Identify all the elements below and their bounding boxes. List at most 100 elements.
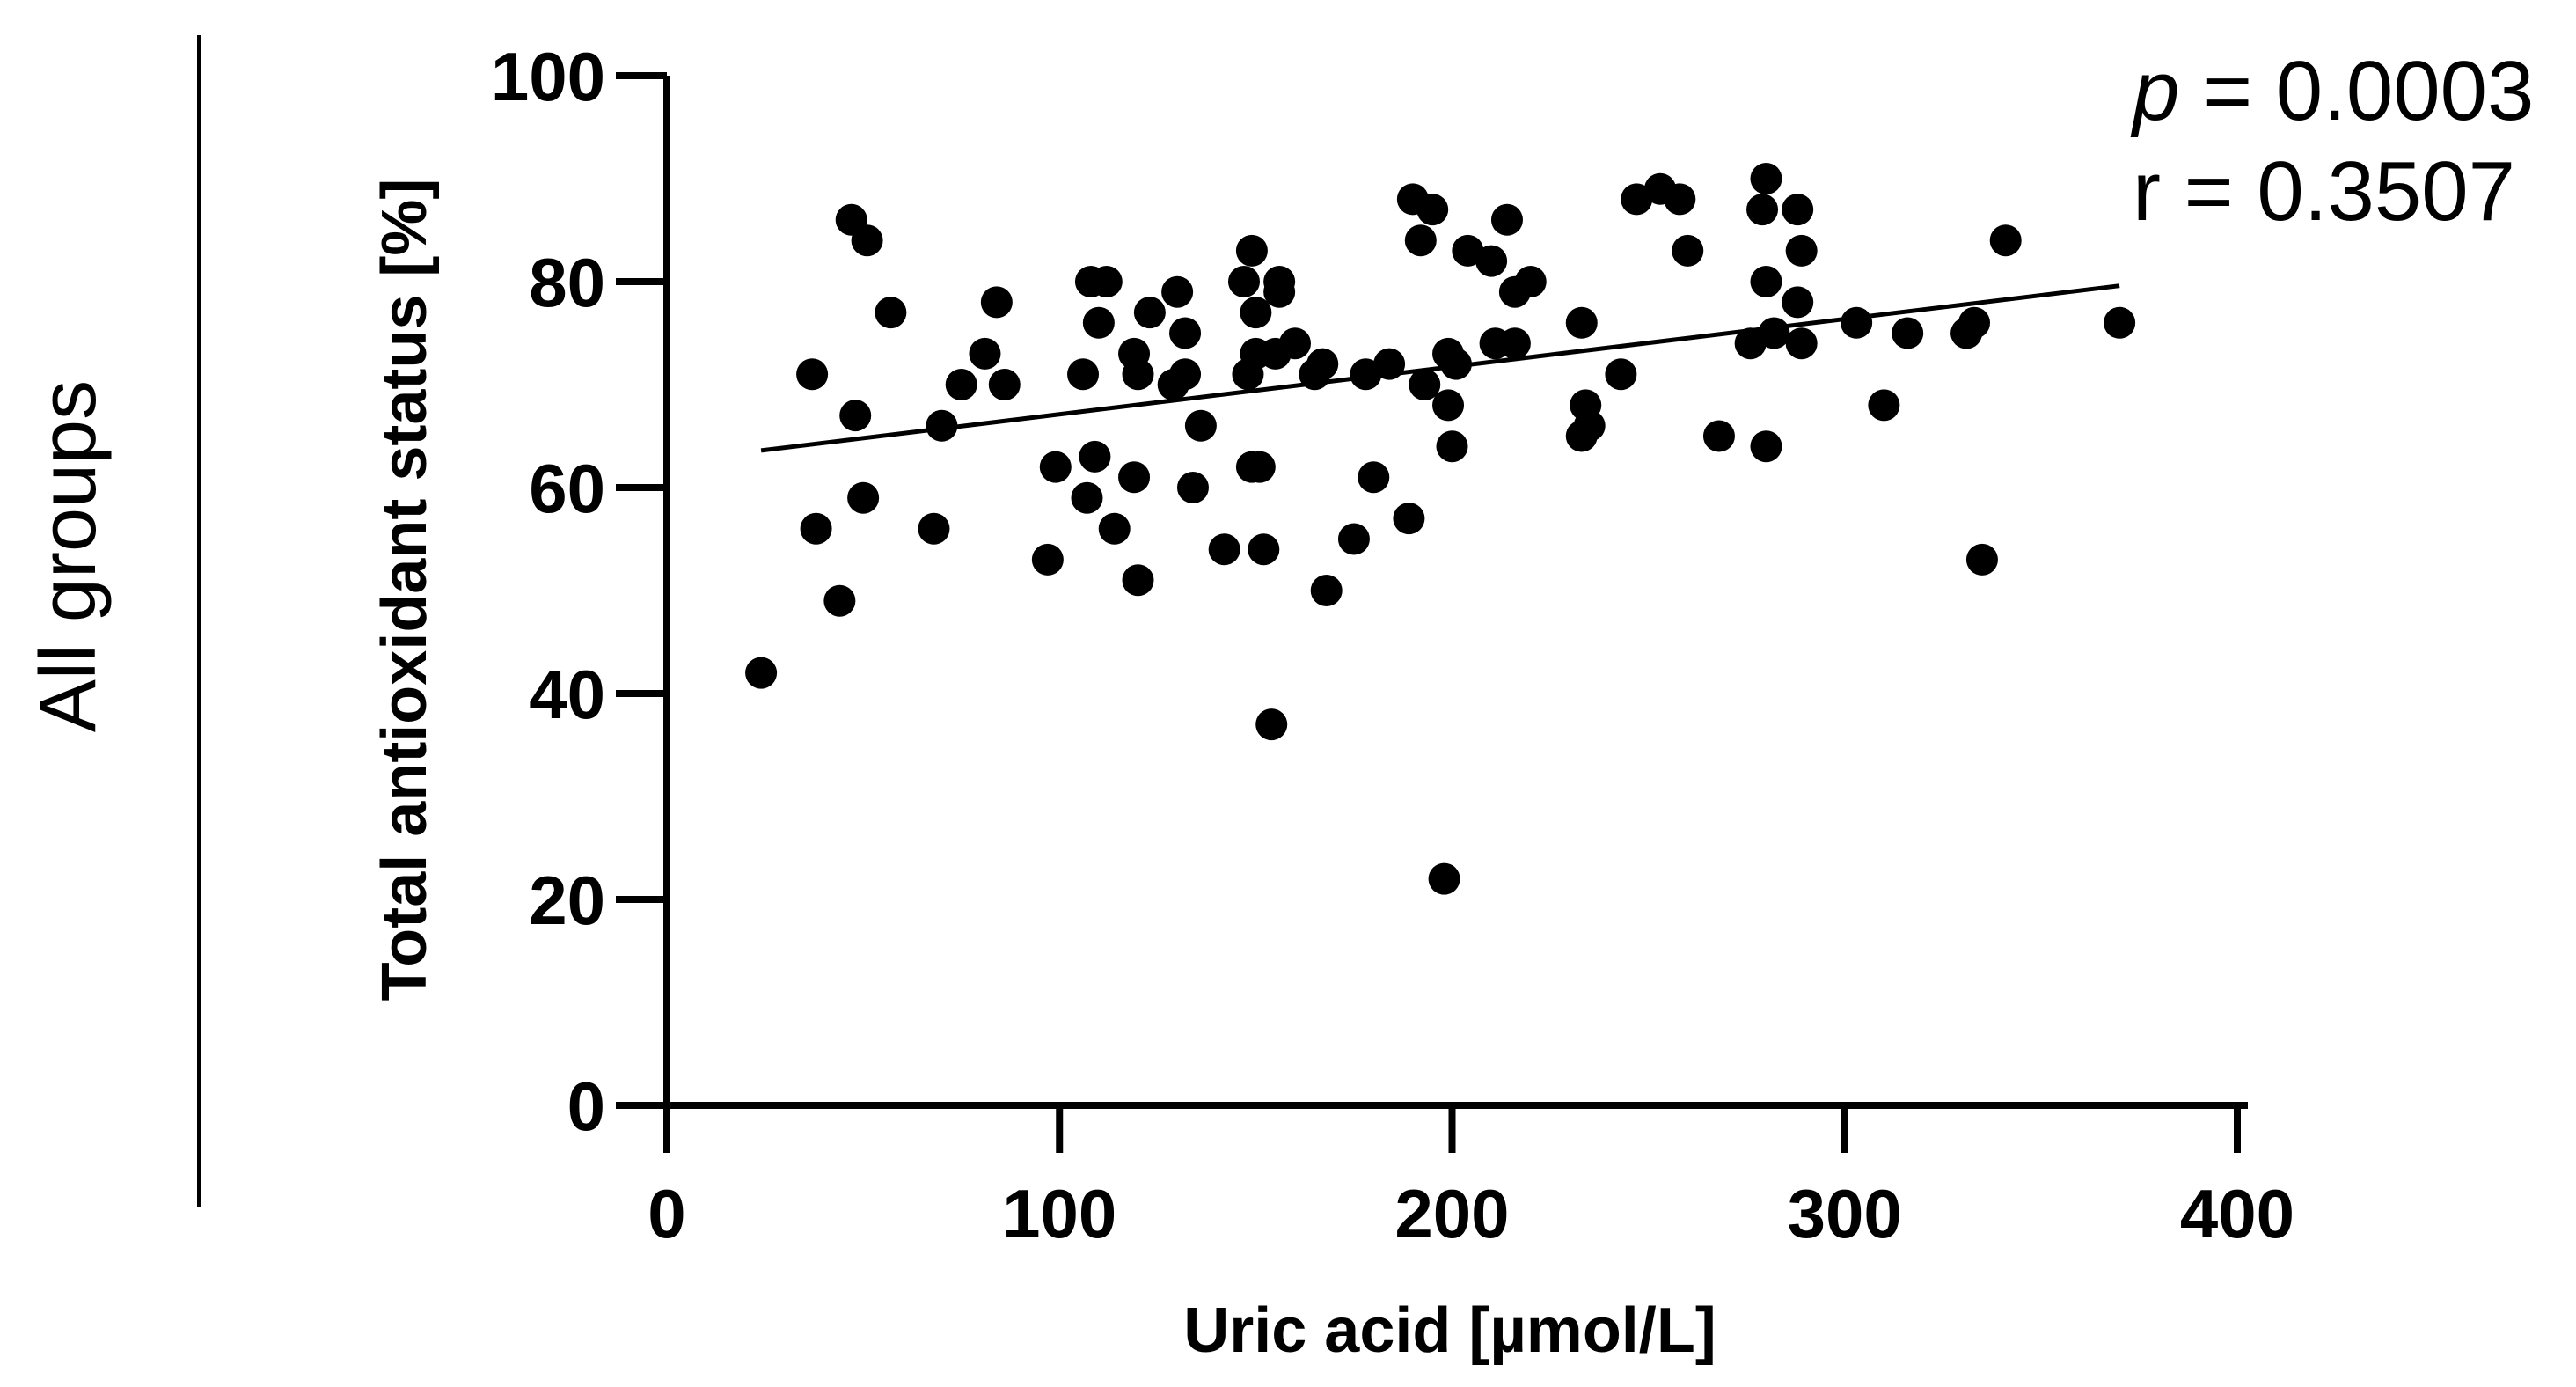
data-point	[839, 400, 872, 432]
data-point	[1965, 543, 1998, 576]
data-point	[1079, 440, 1111, 473]
x-tick-label: 400	[2180, 1175, 2294, 1252]
data-point	[745, 657, 778, 689]
data-point	[1565, 306, 1598, 339]
y-tick-label: 100	[491, 38, 605, 115]
x-tick-label: 200	[1394, 1175, 1509, 1252]
data-point	[1263, 266, 1296, 297]
x-ticks: 0 100 200 300 400	[648, 1105, 2294, 1252]
y-axis-title: Total antioxidant status [%]	[370, 179, 440, 1002]
data-point	[1208, 533, 1240, 566]
x-tick-label: 300	[1788, 1175, 1902, 1252]
data-point	[1133, 297, 1166, 329]
data-point	[1358, 461, 1390, 494]
y-tick-label: 80	[529, 244, 605, 321]
data-point	[918, 512, 950, 545]
data-point	[1672, 234, 1704, 267]
data-point	[1746, 194, 1779, 226]
data-point	[1393, 503, 1425, 535]
data-point	[1184, 409, 1217, 442]
data-point	[1514, 266, 1547, 297]
data-point	[1702, 420, 1735, 452]
data-point	[1243, 451, 1276, 483]
data-point	[980, 286, 1013, 319]
data-point	[1785, 327, 1818, 360]
data-point	[1098, 512, 1131, 545]
data-point	[1240, 297, 1272, 329]
data-point	[1409, 369, 1441, 400]
data-point	[969, 337, 1001, 370]
data-points	[745, 163, 2136, 895]
y-tick-label: 60	[529, 450, 605, 527]
data-point	[847, 481, 880, 514]
data-point	[1255, 708, 1288, 741]
data-point	[1439, 348, 1472, 380]
data-point	[1031, 543, 1064, 576]
data-point	[1782, 194, 1814, 226]
data-point	[1310, 575, 1343, 606]
data-point	[1404, 224, 1437, 257]
data-point	[1605, 358, 1637, 391]
data-point	[1782, 286, 1814, 319]
data-point	[1490, 203, 1523, 236]
data-point	[1039, 451, 1072, 483]
data-point	[796, 358, 829, 391]
y-ticks: 0 20 40 60 80 100	[491, 38, 667, 1145]
data-point	[988, 369, 1021, 400]
data-point	[1892, 317, 1924, 349]
regression-line	[760, 283, 2120, 453]
data-point	[800, 512, 832, 545]
data-point	[1118, 461, 1151, 494]
data-point	[926, 409, 958, 442]
data-point	[1082, 306, 1115, 339]
data-point	[945, 369, 977, 400]
data-point	[1122, 358, 1154, 391]
data-point	[1169, 358, 1202, 391]
p-symbol: p	[2130, 44, 2179, 138]
data-point	[1248, 533, 1280, 566]
data-point	[1475, 245, 1508, 277]
data-point	[1122, 564, 1154, 597]
r-value-label: r = 0.3507	[2133, 144, 2515, 239]
data-point	[1750, 163, 1782, 194]
y-tick-label: 20	[529, 862, 605, 939]
p-value-label: p = 0.0003	[2130, 44, 2534, 138]
data-point	[1758, 317, 1790, 349]
data-point	[1279, 327, 1311, 360]
y-tick-label: 0	[567, 1068, 605, 1145]
data-point	[1067, 358, 1100, 391]
plot-area: 0 20 40 60 80 100 0 100 200 300 400	[491, 38, 2294, 1252]
y-tick-label: 40	[529, 656, 605, 733]
data-point	[1498, 327, 1531, 360]
data-point	[1373, 348, 1406, 380]
data-point	[1989, 224, 2022, 257]
data-point	[1750, 430, 1782, 463]
data-point	[1428, 862, 1460, 895]
group-label: All groups	[25, 380, 113, 732]
data-point	[1235, 234, 1268, 267]
data-point	[1071, 481, 1103, 514]
data-point	[1664, 183, 1696, 216]
data-point	[2104, 306, 2136, 339]
data-point	[1306, 348, 1339, 380]
p-value: = 0.0003	[2179, 44, 2534, 138]
x-tick-label: 100	[1002, 1175, 1116, 1252]
data-point	[1841, 306, 1873, 339]
data-point	[1227, 266, 1260, 297]
data-point	[823, 584, 856, 617]
data-point	[1176, 472, 1209, 503]
data-point	[1436, 430, 1468, 463]
data-point	[1432, 389, 1465, 422]
data-point	[1785, 234, 1818, 267]
data-point	[1573, 409, 1606, 442]
data-point	[1169, 317, 1202, 349]
data-point	[1750, 266, 1782, 297]
data-point	[1868, 389, 1900, 422]
x-axis-title: Uric acid [µmol/L]	[1183, 1295, 1716, 1366]
data-point	[1416, 194, 1449, 226]
data-point	[1090, 266, 1123, 297]
data-point	[1958, 306, 1991, 339]
x-tick-label: 0	[648, 1175, 685, 1252]
data-point	[1337, 523, 1370, 555]
